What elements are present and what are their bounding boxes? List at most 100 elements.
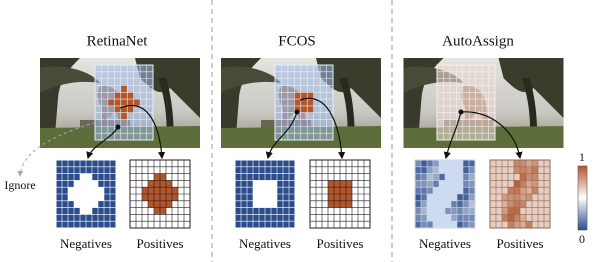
grid-cell: [98, 180, 104, 187]
grid-cell: [307, 106, 313, 113]
grid-cell: [241, 174, 247, 181]
grid-cell: [101, 126, 107, 133]
grid-cell: [160, 187, 166, 194]
grid-cell: [433, 208, 439, 215]
grid-cell: [496, 187, 502, 194]
grid-cell: [172, 180, 178, 187]
grid-cell: [514, 221, 520, 228]
grid-cell: [110, 208, 116, 215]
grid-cell: [241, 180, 247, 187]
grid-cell: [532, 201, 538, 208]
grid-cell: [463, 208, 469, 215]
grid-cell: [142, 167, 148, 174]
grid-cell: [544, 187, 550, 194]
grid-cell: [265, 214, 271, 221]
grid-cell: [328, 201, 334, 208]
grid-cell: [358, 214, 364, 221]
grid-cell: [445, 174, 451, 181]
grid-cell: [121, 65, 127, 72]
grid-cell: [316, 187, 322, 194]
grid-cell: [259, 180, 265, 187]
grid-cell: [340, 194, 346, 201]
grid-cell: [259, 160, 265, 167]
grid-cell: [104, 214, 110, 221]
grid-cell: [328, 208, 334, 215]
grid-cell: [265, 180, 271, 187]
grid-cell: [98, 201, 104, 208]
grid-cell: [433, 174, 439, 181]
grid-cell: [275, 113, 281, 120]
grid-cell: [443, 113, 449, 120]
grid-cell: [538, 194, 544, 201]
grid-cell: [148, 160, 154, 167]
grid-cell: [451, 187, 457, 194]
grid-cell: [121, 72, 127, 79]
grid-cell: [172, 214, 178, 221]
grid-cell: [178, 208, 184, 215]
grid-cell: [275, 79, 281, 86]
grid-cell: [482, 120, 488, 127]
grid-cell: [134, 126, 140, 133]
grid-cell: [427, 174, 433, 181]
grid-cell: [514, 174, 520, 181]
grid-cell: [130, 221, 136, 228]
grid-cell: [443, 85, 449, 92]
grid-cell: [538, 180, 544, 187]
grid-cell: [316, 201, 322, 208]
grid-cell: [427, 194, 433, 201]
grid-cell: [271, 201, 277, 208]
grid-cell: [463, 79, 469, 86]
grid-cell: [320, 85, 326, 92]
grid-cell: [340, 208, 346, 215]
grid-cell: [457, 214, 463, 221]
grid-cell: [110, 174, 116, 181]
grid-cell: [74, 221, 80, 228]
grid-cell: [544, 214, 550, 221]
grid-cell: [514, 201, 520, 208]
grid-cell: [166, 214, 172, 221]
grid-cell: [265, 194, 271, 201]
grid-cell: [443, 106, 449, 113]
grid-cell: [289, 160, 295, 167]
grid-cell: [520, 221, 526, 228]
grid-cell: [101, 99, 107, 106]
grid-cell: [283, 201, 289, 208]
grid-cell: [62, 174, 68, 181]
grid-cell: [140, 85, 146, 92]
grid-cell: [95, 99, 101, 106]
grid-cell: [526, 180, 532, 187]
grid-cell: [352, 214, 358, 221]
grid-cell: [136, 194, 142, 201]
grid-cell: [427, 180, 433, 187]
grid-cell: [235, 208, 241, 215]
grid-cell: [235, 214, 241, 221]
grid-cell: [421, 167, 427, 174]
grid-cell: [301, 72, 307, 79]
grid-cell: [101, 106, 107, 113]
grid-cell: [95, 92, 101, 99]
grid-cell: [421, 208, 427, 215]
grid-cell: [327, 120, 333, 127]
grid-cell: [469, 126, 475, 133]
grid-cell: [301, 113, 307, 120]
grid-cell: [86, 201, 92, 208]
grid-cell: [136, 221, 142, 228]
grid-cell: [265, 208, 271, 215]
grid-cell: [544, 208, 550, 215]
grid-cell: [80, 221, 86, 228]
grid-cell: [184, 201, 190, 208]
grid-cell: [184, 174, 190, 181]
grid-cell: [275, 126, 281, 133]
grid-cell: [520, 187, 526, 194]
grid-cell: [310, 214, 316, 221]
grid-cell: [307, 133, 313, 140]
grid-cell: [101, 92, 107, 99]
grid-cell: [275, 99, 281, 106]
grid-cell: [490, 221, 496, 228]
figure: RetinaNet FCOS AutoAssign Ignore Negativ…: [0, 0, 597, 262]
grid-cell: [514, 187, 520, 194]
grid-cell: [253, 208, 259, 215]
grid-cell: [327, 92, 333, 99]
grid-cell: [142, 194, 148, 201]
grid-cell: [92, 187, 98, 194]
